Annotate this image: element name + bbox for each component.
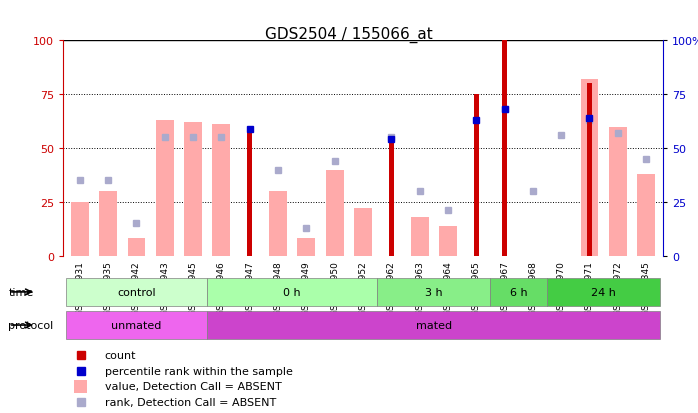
Text: 24 h: 24 h — [591, 287, 616, 297]
Text: time: time — [8, 287, 34, 297]
Text: percentile rank within the sample: percentile rank within the sample — [105, 366, 292, 376]
Bar — [73, 380, 87, 393]
Text: control: control — [117, 287, 156, 297]
Bar — [439, 226, 456, 256]
Text: GDS2504 / 155066_at: GDS2504 / 155066_at — [265, 27, 433, 43]
Bar — [354, 209, 372, 256]
Text: 6 h: 6 h — [510, 287, 528, 297]
Text: protocol: protocol — [8, 320, 54, 330]
Bar — [207, 311, 660, 339]
Bar — [71, 202, 89, 256]
Bar — [184, 123, 202, 256]
Bar — [207, 278, 377, 306]
Bar — [212, 125, 230, 256]
Bar — [297, 239, 315, 256]
Bar — [389, 142, 394, 256]
Text: 3 h: 3 h — [425, 287, 443, 297]
Text: mated: mated — [416, 320, 452, 330]
Bar — [502, 41, 507, 256]
Bar — [474, 95, 479, 256]
Text: unmated: unmated — [111, 320, 162, 330]
Text: count: count — [105, 351, 136, 361]
Bar — [247, 127, 252, 256]
Bar — [66, 278, 207, 306]
Bar — [377, 278, 491, 306]
Text: value, Detection Call = ABSENT: value, Detection Call = ABSENT — [105, 381, 281, 391]
Bar — [410, 217, 429, 256]
Text: rank, Detection Call = ABSENT: rank, Detection Call = ABSENT — [105, 397, 276, 407]
Bar — [581, 80, 598, 256]
Text: 0 h: 0 h — [283, 287, 301, 297]
Bar — [637, 174, 655, 256]
Bar — [156, 121, 174, 256]
Bar — [547, 278, 660, 306]
Bar — [609, 127, 627, 256]
Bar — [491, 278, 547, 306]
Bar — [66, 311, 207, 339]
Bar — [99, 192, 117, 256]
Bar — [326, 170, 343, 256]
Bar — [128, 239, 145, 256]
Bar — [587, 84, 592, 256]
Bar — [269, 192, 287, 256]
